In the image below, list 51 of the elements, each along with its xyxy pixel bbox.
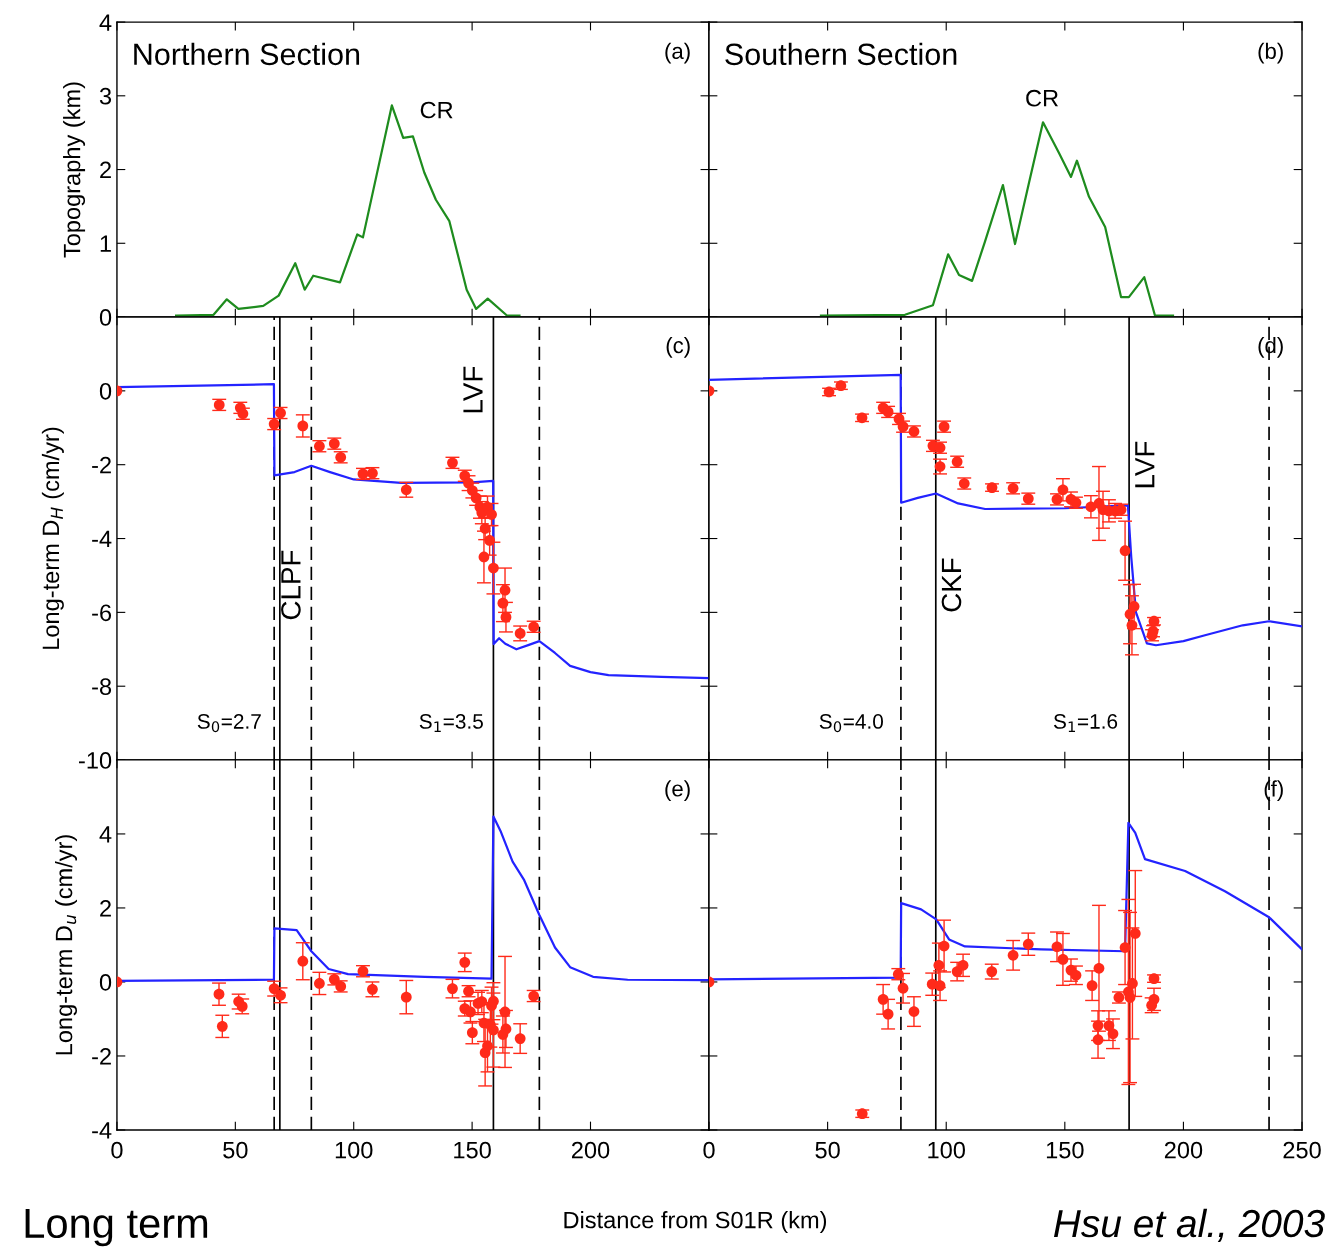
x-tick-label: 100 [335, 1141, 373, 1159]
ref-line-label: CKF [941, 558, 962, 612]
x-tick-label: 250 [1283, 1141, 1321, 1159]
text: Southern Section [725, 42, 957, 66]
x-tick-label: 150 [1046, 1141, 1084, 1159]
ref-line-label: LVF [1135, 441, 1155, 488]
x-tick-label: 0 [111, 1141, 123, 1159]
ref-line-label: LVF [463, 366, 483, 413]
y-tick-label: 2 [100, 900, 111, 917]
y-tick-label: 1 [100, 235, 111, 252]
x-tick-label: 150 [454, 1141, 491, 1159]
ref-line-label: CLPF [281, 550, 301, 620]
annotation: (b) [1258, 42, 1283, 64]
y-tick-label: 4 [99, 14, 112, 31]
y-tick-label: 4 [99, 826, 112, 843]
annotation: S$_{0}$=2.7 [197, 714, 261, 733]
y-axis-title: Topography (km) [63, 82, 86, 258]
text: Northern Section [134, 42, 360, 66]
x-tick-label: 50 [815, 1141, 840, 1159]
y-tick-label: 0 [99, 974, 112, 991]
y-tick-label: -4 [92, 530, 112, 548]
text: Long term [25, 1209, 208, 1247]
x-tick-label: 100 [928, 1141, 965, 1159]
annotation: (f) [1264, 780, 1283, 801]
annotation: (e) [665, 780, 690, 801]
annotation: S$_{1}$=1.6 [1053, 714, 1118, 733]
annotation: CR [1026, 89, 1059, 107]
y-tick-label: -2 [92, 456, 111, 474]
y-tick-label: -10 [79, 752, 112, 769]
annotation: (c) [666, 336, 690, 358]
y-axis-title: Long-term D$_{u}$ (cm/yr) [55, 835, 78, 1055]
x-tick-label: 200 [1164, 1141, 1203, 1159]
x-tick-label: 0 [703, 1141, 715, 1159]
annotation: (a) [665, 42, 690, 64]
annotation: (d) [1258, 336, 1283, 358]
y-tick-label: 0 [99, 309, 112, 326]
y-tick-label: 0 [99, 382, 112, 400]
text: Hsu et al., 2003 [1053, 1208, 1325, 1242]
annotation: CR [420, 101, 453, 119]
y-tick-label: -2 [92, 1048, 111, 1065]
y-tick-label: 2 [100, 161, 111, 179]
y-axis-title: Long-term D$_{H}$ (cm/yr) [41, 427, 64, 649]
y-tick-label: -4 [92, 1122, 112, 1139]
x-axis-title: Distance from S01R (km) [564, 1211, 827, 1234]
y-tick-label: 3 [99, 87, 112, 105]
x-tick-label: 200 [571, 1141, 610, 1159]
annotation: S$_{0}$=4.0 [819, 714, 883, 733]
y-tick-label: -8 [92, 678, 112, 695]
x-tick-label: 50 [223, 1141, 248, 1159]
y-tick-label: -6 [92, 604, 112, 622]
annotation: S$_{1}$=3.5 [419, 714, 483, 733]
